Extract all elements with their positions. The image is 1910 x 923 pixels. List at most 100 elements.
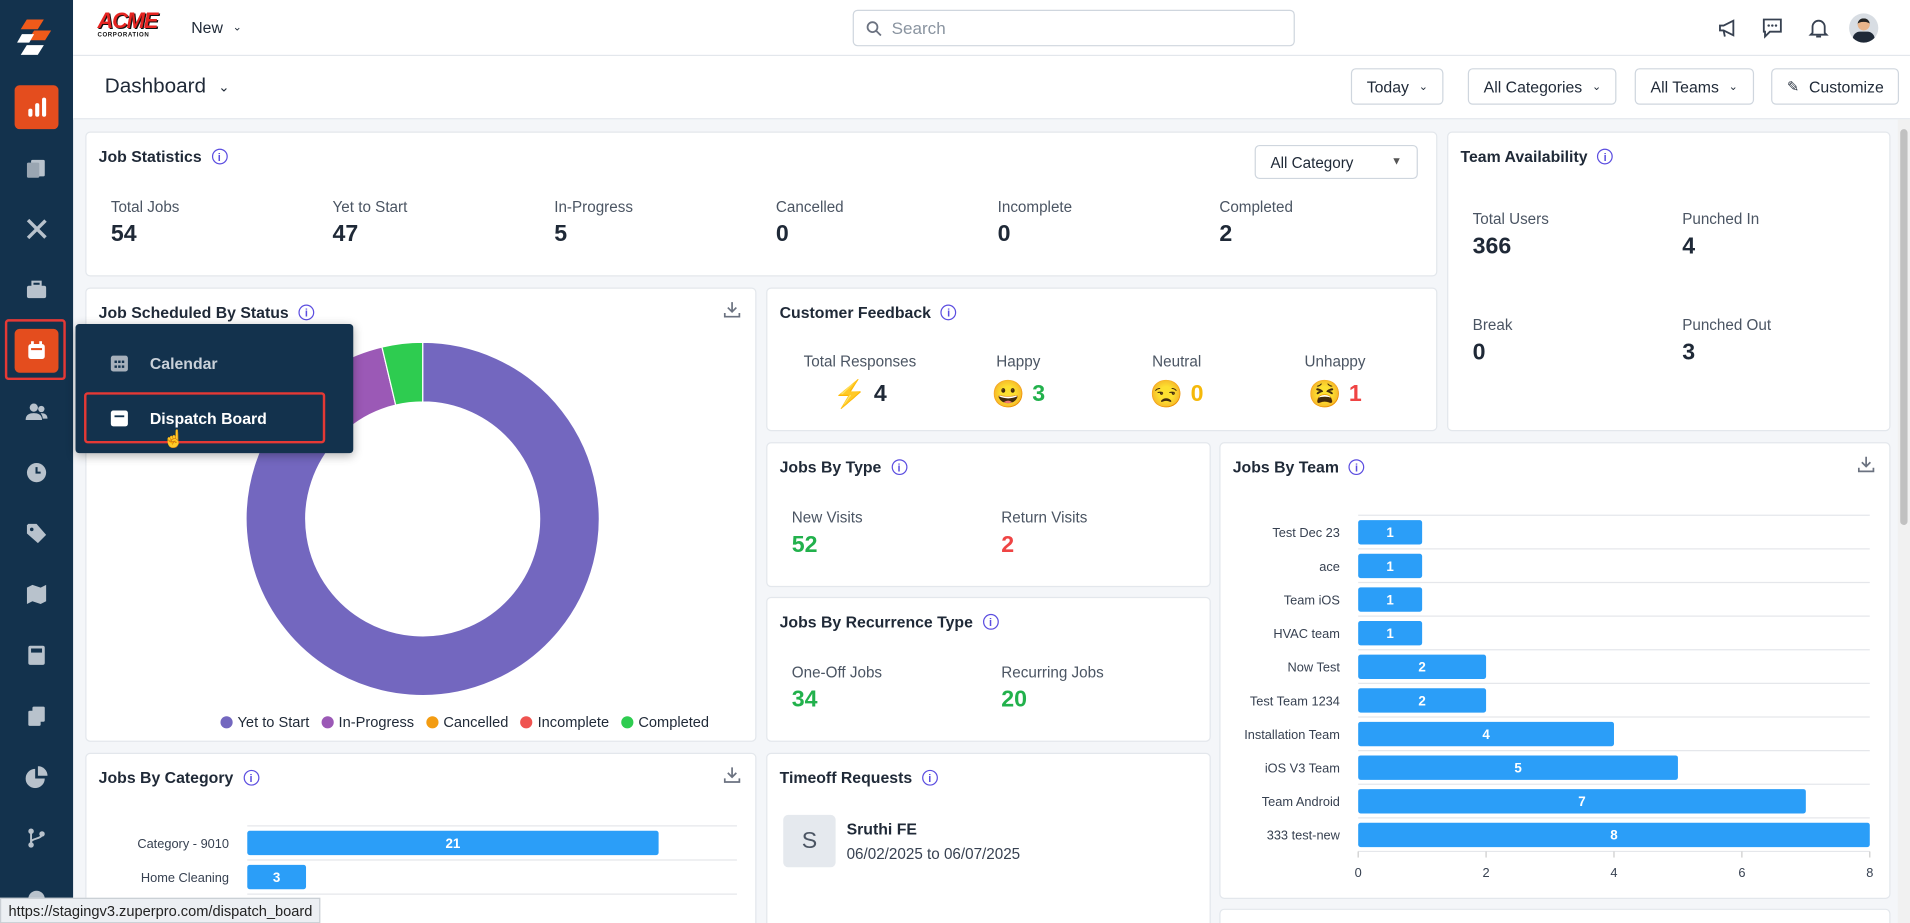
bar[interactable] [1358, 654, 1487, 679]
card-title-text: Jobs By Team [1232, 458, 1339, 477]
info-icon[interactable]: i [211, 148, 228, 165]
map-icon[interactable] [15, 573, 59, 617]
card-title-text: Team Availability [1460, 147, 1588, 166]
bar[interactable] [1358, 553, 1423, 579]
legend-item[interactable]: Yet to Start [220, 714, 309, 731]
legend-label: Completed [638, 713, 710, 731]
stat-value: 34 [791, 687, 818, 713]
page-title: Dashboard [104, 74, 207, 98]
status-bar-url: https://stagingv3.zuperpro.com/dispatch_… [0, 897, 321, 923]
info-icon[interactable]: i [298, 304, 315, 321]
briefcase-icon[interactable] [15, 268, 59, 312]
search-input[interactable]: Search [852, 9, 1295, 47]
bar[interactable] [1358, 755, 1678, 780]
requester-name[interactable]: Sruthi FE [846, 819, 917, 839]
jobs-clipboard-icon[interactable] [15, 146, 59, 190]
donut-slice-completed[interactable] [381, 341, 424, 406]
bar[interactable] [1358, 587, 1423, 612]
calendar-submenu: Calendar Dispatch Board ☝ [75, 324, 354, 454]
legend-dot-icon [621, 716, 634, 729]
legend-item[interactable]: In-Progress [321, 714, 414, 731]
stat-label: Punched In [1682, 210, 1760, 228]
bar[interactable] [1358, 789, 1806, 814]
stat-value: 52 [791, 532, 818, 558]
app-logo-icon[interactable] [17, 19, 56, 67]
stat-label: One-Off Jobs [791, 663, 883, 681]
chevron-down-icon: ⌄ [218, 79, 230, 95]
dashboard-icon[interactable] [14, 85, 59, 130]
card-title-text: Jobs By Recurrence Type [779, 612, 973, 631]
job-status-chart-card: Job Scheduled By Status i Yet to Start In-… [85, 287, 757, 742]
category-filter-dropdown[interactable]: All Categories ⌄ [1467, 68, 1618, 105]
user-avatar[interactable] [1849, 13, 1879, 43]
chevron-down-icon: ⌄ [1591, 79, 1602, 92]
donut-slice-yet-to-start[interactable] [245, 341, 600, 697]
highlight-outline [4, 319, 66, 381]
download-icon[interactable] [723, 766, 741, 783]
team-filter-dropdown[interactable]: All Teams ⌄ [1634, 68, 1754, 105]
caret-down-icon: ▼ [1391, 154, 1403, 167]
card-title-text: Job Scheduled By Status [98, 303, 289, 322]
info-icon[interactable]: i [1348, 459, 1365, 476]
category-select[interactable]: All Category ▼ [1254, 144, 1418, 180]
card-title: Jobs By Type i [780, 458, 907, 476]
calendar-grid-icon [110, 355, 128, 372]
bell-icon[interactable] [1808, 17, 1830, 39]
date-filter-dropdown[interactable]: Today ⌄ [1350, 68, 1444, 105]
legend-item[interactable]: Cancelled [426, 714, 508, 731]
bar[interactable] [1358, 721, 1614, 747]
tools-icon[interactable] [15, 207, 59, 251]
download-icon[interactable] [1857, 456, 1875, 473]
download-icon[interactable] [723, 301, 741, 318]
chat-icon[interactable] [1761, 17, 1783, 39]
users-icon[interactable] [15, 390, 59, 434]
category-label: Team Android [1262, 794, 1340, 809]
bar[interactable] [247, 864, 307, 890]
calendar-icon[interactable] [14, 328, 59, 373]
info-icon[interactable]: i [940, 304, 957, 321]
menu-item-dispatch-board[interactable]: Dispatch Board [84, 392, 326, 444]
calculator-icon[interactable] [15, 633, 59, 677]
branch-icon[interactable] [15, 816, 59, 860]
bar[interactable] [1358, 620, 1423, 646]
neutral-face-icon: 😒 [1149, 378, 1184, 410]
bar-value-label: 1 [1386, 592, 1394, 607]
scrollbar-thumb[interactable] [1900, 129, 1908, 526]
bar[interactable] [247, 830, 659, 856]
info-icon[interactable]: i [982, 613, 999, 630]
documents-icon[interactable] [15, 694, 59, 738]
info-icon[interactable]: i [243, 769, 259, 786]
clock-icon[interactable] [15, 451, 59, 495]
stat-label: New Visits [791, 509, 863, 527]
new-dropdown[interactable]: New ⌄ [191, 18, 242, 36]
legend-label: Yet to Start [237, 713, 310, 731]
customer-feedback-card: Customer Feedback i Total Responses ⚡ 4 Happ… [766, 287, 1438, 432]
bar-value-label: 3 [273, 870, 280, 885]
scrollbar[interactable] [1897, 119, 1910, 923]
category-label: Now Test [1288, 660, 1341, 675]
megaphone-icon[interactable] [1718, 17, 1740, 39]
pie-chart-icon[interactable] [15, 755, 59, 799]
info-icon[interactable]: i [891, 459, 907, 476]
card-title-text: Customer Feedback [779, 303, 931, 322]
stat-label: Break [1472, 316, 1513, 334]
feedback-label: Happy [996, 353, 1041, 371]
stat-label: Yet to Start [332, 198, 408, 216]
next-card [1219, 908, 1891, 923]
customize-button[interactable]: ✎ Customize [1771, 68, 1900, 105]
bar[interactable] [1358, 520, 1423, 545]
bar-value-label: 2 [1418, 693, 1425, 708]
calendar-icon [110, 410, 128, 427]
info-icon[interactable]: i [1597, 148, 1614, 165]
legend-dot-icon [520, 716, 533, 729]
bar[interactable] [1358, 822, 1870, 848]
legend-item[interactable]: Incomplete [520, 714, 609, 731]
stat-value: 5 [554, 221, 568, 248]
legend-dot-icon [321, 716, 334, 729]
info-icon[interactable]: i [921, 769, 938, 786]
bar[interactable] [1358, 688, 1487, 713]
tag-icon[interactable] [15, 512, 59, 556]
menu-item-calendar[interactable]: Calendar [76, 339, 354, 388]
legend-item[interactable]: Completed [621, 714, 709, 731]
dashboard-selector[interactable]: Dashboard ⌄ [105, 74, 230, 98]
